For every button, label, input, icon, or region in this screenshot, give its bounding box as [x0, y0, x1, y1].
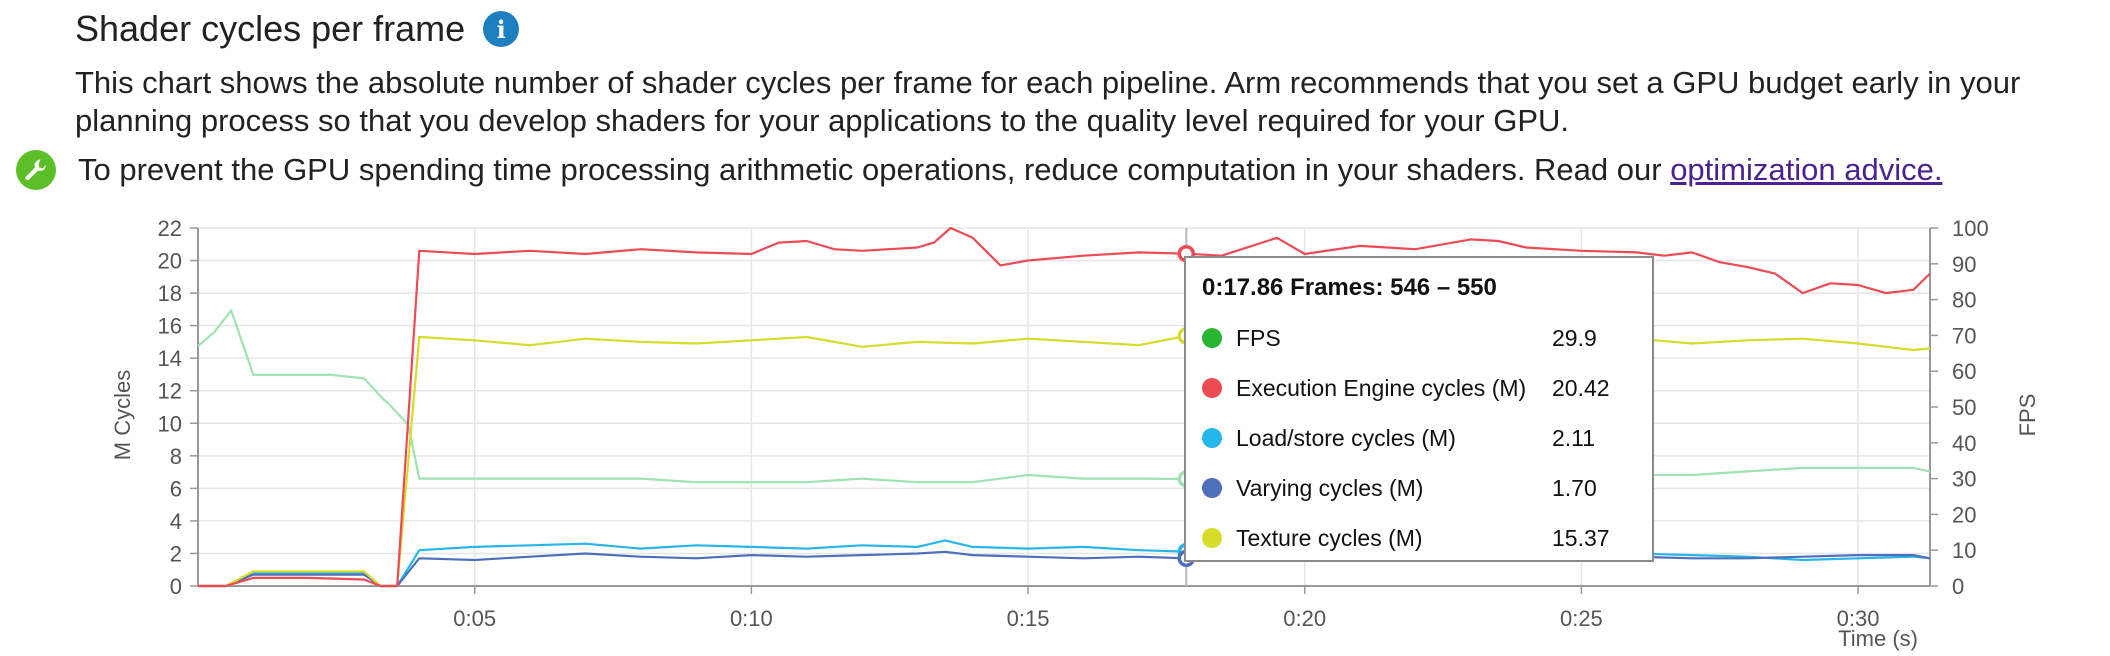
shader-cycles-chart[interactable]: 0 2 4 6 8 10 12 14 16 18 20 22 0 10 20 30 40 50 60 70 80 90 10… — [0, 210, 2110, 656]
y2-tick-label: 70 — [1952, 323, 1976, 348]
x-axis-label: Time (s) — [1838, 626, 1918, 651]
x-tick-label: 0:05 — [453, 606, 496, 631]
y-tick-label: 18 — [158, 281, 182, 306]
x-tick-label: 0:25 — [1560, 606, 1603, 631]
wrench-icon — [16, 150, 56, 190]
varying-legend-dot — [1202, 478, 1222, 498]
tooltip-label: Texture cycles (M) — [1236, 524, 1423, 551]
tooltip-label: FPS — [1236, 324, 1281, 351]
y2-tick-label: 20 — [1952, 502, 1976, 527]
y-tick-label: 4 — [170, 509, 182, 534]
tooltip-row-fps: FPS 29.9 — [1202, 318, 1642, 358]
advice-row: To prevent the GPU spending time process… — [16, 150, 1942, 190]
tooltip-row-loadstore: Load/store cycles (M) 2.11 — [1202, 418, 1642, 458]
y-tick-label: 6 — [170, 476, 182, 501]
y-tick-label: 12 — [158, 379, 182, 404]
y-tick-label: 20 — [158, 249, 182, 274]
series-line-varying-cycles-m- — [198, 550, 1931, 588]
tooltip-header: 0:17.86 Frames: 546 – 550 — [1202, 274, 1497, 301]
tooltip-label: Execution Engine cycles (M) — [1236, 374, 1527, 401]
y2-tick-label: 40 — [1952, 431, 1976, 456]
tooltip-label: Varying cycles (M) — [1236, 474, 1424, 501]
y-tick-label: 16 — [158, 314, 182, 339]
advice-message: To prevent the GPU spending time process… — [78, 152, 1671, 187]
optimization-advice-link[interactable]: optimization advice. — [1670, 152, 1943, 187]
y-tick-label: 8 — [170, 444, 182, 469]
y-tick-label: 10 — [158, 411, 182, 436]
chart-tooltip: 0:17.86 Frames: 546 – 550 FPS 29.9 Execu… — [1184, 256, 1654, 562]
y2-tick-label: 80 — [1952, 288, 1976, 313]
x-tick-label: 0:30 — [1837, 606, 1880, 631]
y2-tick-label: 100 — [1952, 216, 1989, 241]
tooltip-label: Load/store cycles (M) — [1236, 424, 1456, 451]
y-tick-label: 2 — [170, 541, 182, 566]
chart-header: Shader cycles per frame i — [75, 8, 520, 50]
x-tick-label: 0:15 — [1007, 606, 1050, 631]
series-line-execution-engine-cycles-m- — [198, 226, 1931, 588]
y-axis-label: M Cycles — [110, 370, 135, 460]
info-icon[interactable]: i — [483, 11, 520, 47]
texture-legend-dot — [1202, 528, 1222, 548]
y2-tick-label: 90 — [1952, 252, 1976, 277]
tooltip-row-varying: Varying cycles (M) 1.70 — [1202, 468, 1642, 508]
x-tick-label: 0:20 — [1283, 606, 1326, 631]
tooltip-value: 1.70 — [1552, 474, 1597, 501]
tooltip-value: 20.42 — [1552, 374, 1610, 401]
y2-tick-label: 30 — [1952, 467, 1976, 492]
y-tick-label: 0 — [170, 574, 182, 599]
loadstore-legend-dot — [1202, 428, 1222, 448]
fps-legend-dot — [1202, 328, 1222, 348]
y-tick-label: 22 — [158, 216, 182, 241]
x-tick-label: 0:10 — [730, 606, 773, 631]
tooltip-row-texture: Texture cycles (M) 15.37 — [1202, 518, 1642, 558]
y2-tick-label: 60 — [1952, 359, 1976, 384]
series-line-load-store-cycles-m- — [198, 539, 1931, 588]
tooltip-value: 15.37 — [1552, 524, 1610, 551]
advice-text: To prevent the GPU spending time process… — [78, 152, 1942, 188]
tooltip-value: 2.11 — [1552, 424, 1596, 451]
execution-legend-dot — [1202, 378, 1222, 398]
page-title: Shader cycles per frame — [75, 8, 466, 49]
y2-tick-label: 10 — [1952, 538, 1976, 563]
tooltip-value: 29.9 — [1552, 324, 1597, 351]
chart-description: This chart shows the absolute number of … — [75, 65, 2021, 138]
y2-tick-label: 50 — [1952, 395, 1976, 420]
y-tick-label: 14 — [158, 346, 182, 371]
tooltip-row-execution: Execution Engine cycles (M) 20.42 — [1202, 368, 1642, 408]
y2-tick-label: 0 — [1952, 574, 1964, 599]
y2-axis-label: FPS — [2015, 394, 2040, 437]
